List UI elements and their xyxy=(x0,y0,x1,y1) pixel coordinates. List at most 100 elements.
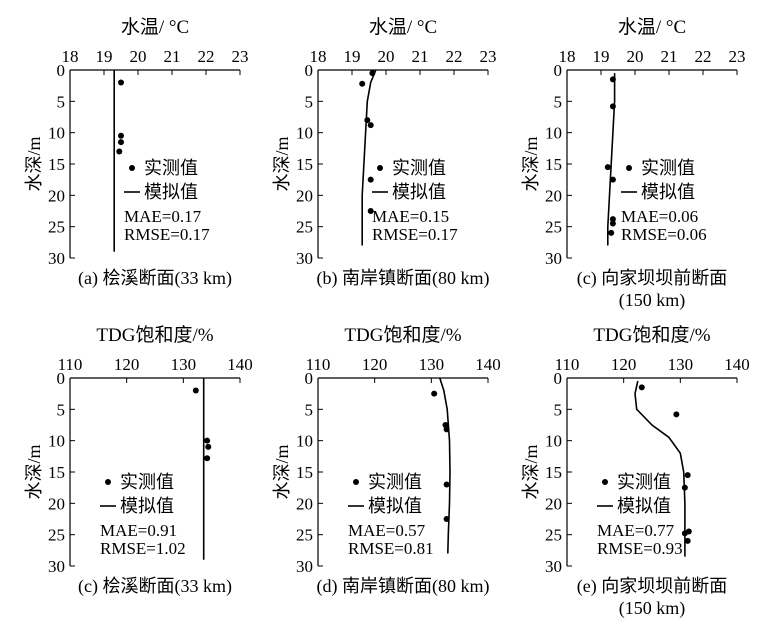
observed-point xyxy=(681,530,688,537)
y-tick-label: 20 xyxy=(545,186,562,205)
observed-point xyxy=(118,79,124,86)
y-axis-label: 水深/m xyxy=(521,136,541,191)
panel-a-water-temperature-33km: 水温/ °C 18 19 20 21 22 23 0 5 10 15 20 25 30 水深/m 实测值模拟值… xyxy=(24,16,249,289)
panel-caption-distance: (150 km) xyxy=(619,598,686,619)
y-tick-label: 30 xyxy=(545,557,562,576)
y-tick-label: 15 xyxy=(545,155,562,174)
y-tick-label: 30 xyxy=(545,249,562,268)
observed-point xyxy=(609,76,616,83)
rmse-value: RMSE=0.06 xyxy=(621,225,707,244)
x-tick-label: 130 xyxy=(419,355,445,374)
legend-simulated-label: 模拟值 xyxy=(368,496,422,516)
x-tick-label: 23 xyxy=(729,47,746,66)
observed-point xyxy=(684,472,691,479)
x-tick-label: 120 xyxy=(611,355,637,374)
legend-simulated-label: 模拟值 xyxy=(617,496,671,516)
x-tick-label: 23 xyxy=(232,47,249,66)
simulated-profile-line xyxy=(634,380,686,557)
panel-caption: (b) 南岸镇断面(80 km) xyxy=(317,268,490,289)
y-tick-label: 0 xyxy=(57,61,66,80)
observed-point xyxy=(681,484,688,491)
x-axis-label: 水温/ °C xyxy=(618,16,686,38)
x-tick-label: 20 xyxy=(627,47,644,66)
y-tick-label: 25 xyxy=(545,526,562,545)
mae-value: MAE=0.06 xyxy=(621,207,698,226)
x-tick-label: 22 xyxy=(198,47,215,66)
x-tick-label: 23 xyxy=(480,47,497,66)
x-tick-label: 110 xyxy=(306,355,331,374)
y-tick-label: 5 xyxy=(554,92,563,111)
legend-observed-marker xyxy=(105,479,111,485)
x-axis-label: TDG饱和度/% xyxy=(96,324,213,346)
y-tick-label: 25 xyxy=(48,526,65,545)
y-tick-label: 25 xyxy=(296,218,313,237)
y-tick-label: 10 xyxy=(296,432,313,451)
observed-point xyxy=(367,176,374,183)
legend-observed-label: 实测值 xyxy=(144,158,198,178)
y-tick-label: 10 xyxy=(296,124,313,143)
y-tick-label: 30 xyxy=(48,249,65,268)
x-axis-label: TDG饱和度/% xyxy=(344,324,461,346)
y-tick-label: 10 xyxy=(48,432,65,451)
x-tick-label: 130 xyxy=(668,355,694,374)
mae-value: MAE=0.57 xyxy=(348,521,426,540)
x-tick-label: 21 xyxy=(412,47,429,66)
y-tick-label: 10 xyxy=(48,124,65,143)
y-tick-label: 10 xyxy=(545,124,562,143)
simulated-profile-line xyxy=(606,73,616,246)
legend-observed-label: 实测值 xyxy=(641,158,695,178)
y-tick-label: 5 xyxy=(305,92,314,111)
x-tick-label: 140 xyxy=(475,355,501,374)
observed-point xyxy=(204,437,211,444)
x-tick-label: 21 xyxy=(164,47,181,66)
y-tick-label: 30 xyxy=(296,557,313,576)
rmse-value: RMSE=1.02 xyxy=(100,539,186,558)
legend-observed-marker xyxy=(129,165,135,171)
observed-point xyxy=(118,139,124,146)
mae-value: MAE=0.17 xyxy=(124,207,202,226)
y-tick-label: 30 xyxy=(48,557,65,576)
x-tick-label: 140 xyxy=(724,355,750,374)
y-tick-label: 25 xyxy=(48,218,65,237)
observed-point xyxy=(359,80,366,87)
observed-point xyxy=(609,220,616,227)
y-tick-label: 0 xyxy=(305,61,314,80)
y-tick-label: 5 xyxy=(305,400,314,419)
mae-value: MAE=0.91 xyxy=(100,521,177,540)
simulated-profile-line xyxy=(361,69,377,246)
panel-c-water-temperature-150km: 水温/ °C 18 19 20 21 22 23 0 5 10 15 20 25 30 水深/m 实测值模拟值… xyxy=(521,16,746,311)
y-tick-label: 0 xyxy=(57,369,66,388)
observed-point xyxy=(367,122,374,129)
panel-caption: (e) 向家坝坝前断面 xyxy=(577,576,727,597)
observed-point xyxy=(673,411,680,418)
mae-value: MAE=0.15 xyxy=(372,207,449,226)
y-tick-label: 15 xyxy=(296,155,313,174)
panel-caption: (c) 桧溪断面(33 km) xyxy=(78,576,232,597)
y-tick-label: 15 xyxy=(48,463,65,482)
observed-point xyxy=(205,443,212,450)
legend-simulated-label: 模拟值 xyxy=(120,496,174,516)
observed-point xyxy=(609,216,616,223)
legend-simulated-label: 模拟值 xyxy=(144,182,198,202)
y-tick-label: 20 xyxy=(48,186,65,205)
observed-point xyxy=(609,176,616,183)
panel-caption: (c) 向家坝坝前断面 xyxy=(577,268,727,289)
y-tick-label: 20 xyxy=(296,186,313,205)
y-tick-label: 20 xyxy=(545,494,562,513)
x-tick-label: 20 xyxy=(378,47,395,66)
rmse-value: RMSE=0.81 xyxy=(348,539,434,558)
observed-point xyxy=(684,537,691,544)
y-tick-label: 20 xyxy=(296,494,313,513)
observed-point xyxy=(431,390,438,397)
legend-simulated-label: 模拟值 xyxy=(641,182,695,202)
x-tick-label: 110 xyxy=(58,355,83,374)
x-tick-label: 19 xyxy=(344,47,361,66)
legend-observed-marker xyxy=(626,165,632,171)
y-tick-label: 0 xyxy=(554,61,563,80)
y-tick-label: 5 xyxy=(554,400,563,419)
x-tick-label: 19 xyxy=(96,47,113,66)
x-tick-label: 22 xyxy=(695,47,712,66)
observed-point xyxy=(443,426,450,433)
observed-point xyxy=(609,103,616,110)
